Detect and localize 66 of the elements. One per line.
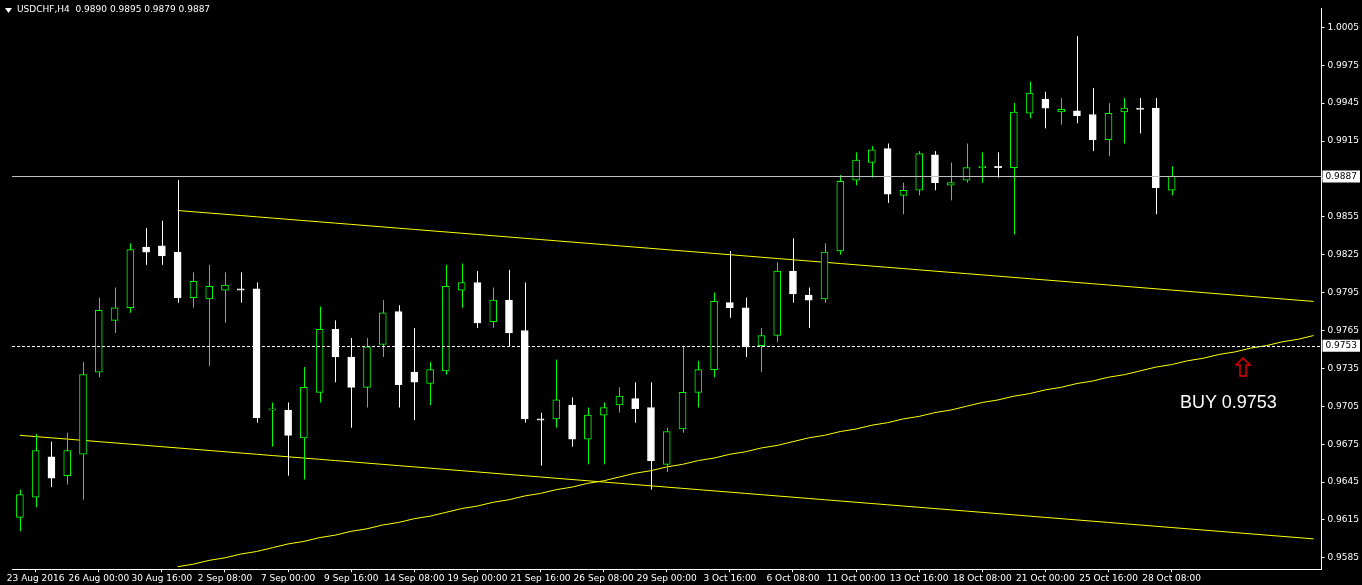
- x-tick-label: 14 Sep 08:00: [384, 572, 445, 583]
- x-tick-label: 30 Aug 16:00: [131, 572, 193, 583]
- y-tick-label: 0.9735: [1327, 362, 1360, 373]
- ref-line-label: 0.9887: [1325, 170, 1358, 181]
- x-tick-label: 9 Sep 16:00: [324, 572, 379, 583]
- candlestick: [1167, 165, 1176, 196]
- x-tick-label: 7 Sep 00:00: [260, 572, 316, 583]
- candlestick: [852, 151, 860, 186]
- candlestick: [536, 412, 545, 467]
- x-tick-label: 13 Oct 16:00: [889, 572, 949, 583]
- candlestick: [268, 401, 277, 448]
- x-tick-label: 3 Oct 16:00: [703, 572, 757, 583]
- candlestick: [236, 271, 245, 304]
- x-tick-label: 23 Aug 2016: [6, 572, 65, 583]
- x-tick-label: 26 Sep 08:00: [573, 572, 634, 583]
- candlestick: [489, 287, 498, 329]
- x-tick-label: 2 Sep 08:00: [197, 572, 253, 583]
- candlestick: [946, 161, 955, 201]
- candlestick: [726, 250, 734, 319]
- x-tick-label: 28 Oct 08:00: [1142, 572, 1202, 583]
- candlestick: [694, 360, 703, 409]
- y-tick-label: 0.9765: [1327, 324, 1360, 335]
- y-tick-label: 0.9825: [1327, 249, 1360, 260]
- y-tick-label: 0.9795: [1327, 286, 1360, 297]
- candlestick: [1136, 97, 1144, 134]
- candlestick: [142, 227, 150, 266]
- candlestick: [1041, 91, 1050, 129]
- candlestick: [426, 361, 434, 406]
- candlestick: [110, 287, 119, 334]
- y-tick-label: 0.9585: [1327, 552, 1360, 563]
- y-tick-label: 0.9915: [1327, 135, 1360, 146]
- y-tick-label: 0.9675: [1327, 438, 1360, 449]
- candlestick: [757, 327, 766, 373]
- x-tick-label: 25 Oct 16:00: [1079, 572, 1139, 583]
- y-tick-label: 0.9945: [1327, 97, 1360, 108]
- candlestick: [1088, 87, 1097, 152]
- x-tick-label: 21 Sep 16:00: [510, 572, 571, 583]
- y-tick-label: 0.9615: [1327, 514, 1360, 525]
- candlestick: [63, 432, 72, 486]
- candlestick: [205, 264, 214, 367]
- x-tick-label: 21 Oct 00:00: [1016, 572, 1076, 583]
- annotation: BUY 0.9753: [1180, 392, 1277, 413]
- y-tick-label: 0.9975: [1327, 59, 1360, 70]
- candlestick: [16, 489, 24, 532]
- x-tick-label: 18 Oct 08:00: [952, 572, 1012, 583]
- candlestick: [899, 182, 908, 215]
- chart-title: USDCHF,H4 0.9890 0.9895 0.9879 0.9887: [17, 4, 211, 14]
- candlestick: [1073, 35, 1081, 124]
- y-tick-label: 0.9645: [1327, 476, 1360, 487]
- candlestick: [552, 359, 561, 429]
- y-tick-label: 1.0005: [1327, 21, 1360, 32]
- x-tick-label: 26 Aug 00:00: [68, 572, 130, 583]
- candlestick: [158, 220, 166, 266]
- candlestick: [584, 407, 592, 465]
- candlestick: [47, 441, 56, 488]
- y-tick-label: 0.9705: [1327, 400, 1360, 411]
- candlestick: [789, 237, 797, 304]
- x-tick-label: 19 Sep 00:00: [447, 572, 508, 583]
- candlestick: [284, 401, 292, 477]
- x-tick-label: 6 Oct 08:00: [766, 572, 820, 583]
- y-tick-label: 0.9855: [1327, 211, 1360, 222]
- candlestick: [631, 381, 640, 424]
- x-tick-label: 11 Oct 00:00: [826, 572, 886, 583]
- ref-line-label: 0.9753: [1325, 339, 1358, 350]
- x-tick-label: 29 Sep 00:00: [636, 572, 698, 583]
- candlestick: [868, 145, 876, 179]
